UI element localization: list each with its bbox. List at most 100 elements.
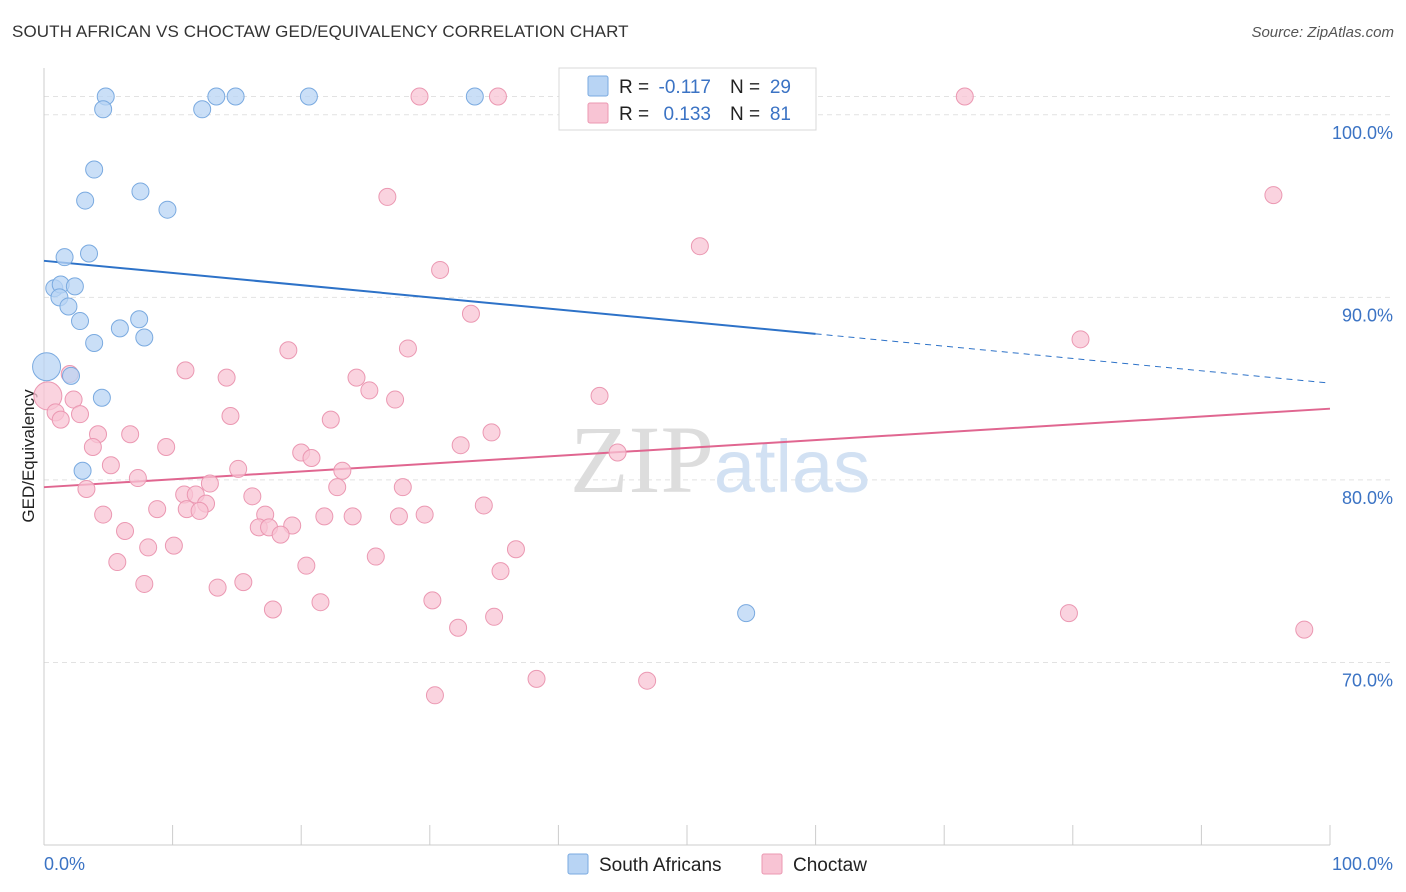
point-choctaw-52: [315, 507, 334, 526]
point-choctaw-61: [164, 536, 183, 555]
point-south-africans-15: [65, 277, 84, 296]
source-credit: Source: ZipAtlas.com: [1251, 24, 1394, 41]
point-choctaw-60: [271, 525, 290, 544]
trendlines: [43, 259, 1331, 489]
point-choctaw-41: [77, 480, 96, 499]
legend-swatch-1: [587, 102, 609, 124]
point-south-africans-17: [59, 297, 78, 316]
x-tick-label-100: 100.0%: [1332, 854, 1393, 874]
point-choctaw-53: [343, 507, 362, 526]
x-tick-label-0: 0.0%: [44, 854, 85, 874]
bottom-legend-swatch-0: [567, 853, 589, 875]
point-south-africans-23: [32, 352, 62, 382]
point-choctaw-9: [279, 341, 298, 360]
legend-n-label-1: N =: [730, 104, 760, 125]
point-south-africans-12: [55, 248, 74, 267]
y-tick-label-90: 90.0%: [1342, 305, 1393, 325]
data-points: [32, 87, 1314, 705]
y-tick-label-100: 100.0%: [1332, 123, 1393, 143]
point-south-africans-10: [158, 200, 177, 219]
point-south-africans-5: [94, 100, 113, 119]
point-choctaw-79: [638, 671, 657, 690]
point-choctaw-78: [527, 669, 546, 688]
point-choctaw-29: [157, 438, 176, 457]
point-choctaw-69: [234, 573, 253, 592]
legend-r-value-1: 0.133: [663, 104, 711, 125]
legend-r-value-0: -0.117: [659, 77, 711, 98]
point-choctaw-17: [386, 390, 405, 409]
point-choctaw-32: [608, 443, 627, 462]
point-choctaw-0: [410, 87, 429, 106]
point-choctaw-50: [94, 505, 113, 524]
point-south-africans-22: [85, 333, 104, 352]
point-choctaw-63: [506, 540, 525, 559]
point-choctaw-64: [366, 547, 385, 566]
point-choctaw-28: [83, 438, 102, 457]
point-south-africans-7: [85, 160, 104, 179]
point-south-africans-9: [76, 191, 95, 210]
point-choctaw-77: [1295, 620, 1314, 639]
point-choctaw-67: [491, 562, 510, 581]
point-choctaw-76: [449, 618, 468, 637]
point-choctaw-46: [148, 500, 167, 519]
chart-title: SOUTH AFRICAN VS CHOCTAW GED/EQUIVALENCY…: [12, 22, 629, 41]
point-choctaw-62: [139, 538, 158, 557]
y-axis-label: GED/Equivalency: [19, 389, 38, 523]
point-choctaw-22: [221, 406, 240, 425]
point-choctaw-1: [488, 87, 507, 106]
point-south-africans-3: [299, 87, 318, 106]
point-choctaw-71: [311, 593, 330, 612]
legend-n-value-1: 81: [770, 104, 791, 125]
bottom-legend-label-1: Choctaw: [793, 855, 867, 876]
point-choctaw-5: [690, 237, 709, 256]
point-south-africans-25: [92, 388, 111, 407]
point-choctaw-6: [431, 260, 450, 279]
point-south-africans-20: [110, 319, 129, 338]
point-choctaw-70: [208, 578, 227, 597]
point-choctaw-80: [425, 686, 444, 705]
y-tick-label-70: 70.0%: [1342, 670, 1393, 690]
point-choctaw-66: [297, 556, 316, 575]
point-choctaw-4: [1264, 186, 1283, 205]
trendline-south-africans-extension: [815, 333, 1331, 384]
point-choctaw-21: [71, 405, 90, 424]
point-choctaw-72: [423, 591, 442, 610]
point-south-africans-24: [62, 366, 81, 385]
point-choctaw-3: [378, 187, 397, 206]
point-choctaw-8: [1071, 330, 1090, 349]
legend-n-label-0: N =: [730, 77, 760, 98]
point-choctaw-36: [333, 461, 352, 480]
point-choctaw-37: [128, 469, 147, 488]
point-choctaw-7: [461, 304, 480, 323]
point-choctaw-16: [590, 386, 609, 405]
legend: R = -0.117 N = 29 R = 0.133 N = 81: [558, 67, 817, 131]
point-choctaw-10: [398, 339, 417, 358]
point-choctaw-11: [176, 361, 195, 380]
point-choctaw-73: [263, 600, 282, 619]
point-choctaw-35: [229, 459, 248, 478]
watermark-zip: ZIP: [570, 406, 714, 513]
point-choctaw-49: [474, 496, 493, 515]
legend-r-label-0: R =: [619, 77, 649, 98]
point-choctaw-44: [243, 487, 262, 506]
point-south-africans-4: [465, 87, 484, 106]
point-choctaw-59: [116, 522, 135, 540]
point-choctaw-54: [389, 507, 408, 526]
point-choctaw-12: [217, 368, 236, 387]
point-choctaw-24: [51, 410, 70, 429]
legend-r-label-1: R =: [619, 104, 649, 125]
point-south-africans-26: [73, 461, 92, 480]
point-choctaw-13: [347, 368, 366, 387]
trendline-choctaw: [43, 407, 1331, 489]
bottom-legend-swatch-1: [761, 853, 783, 875]
point-choctaw-38: [200, 474, 219, 493]
bottom-legend: South Africans Choctaw: [567, 853, 867, 876]
point-choctaw-30: [451, 436, 470, 455]
point-south-africans-18: [71, 312, 90, 331]
point-south-africans-8: [131, 182, 150, 201]
point-choctaw-23: [321, 410, 340, 429]
point-choctaw-68: [135, 574, 154, 593]
point-choctaw-75: [485, 607, 504, 626]
trendline-south-africans: [43, 259, 816, 335]
